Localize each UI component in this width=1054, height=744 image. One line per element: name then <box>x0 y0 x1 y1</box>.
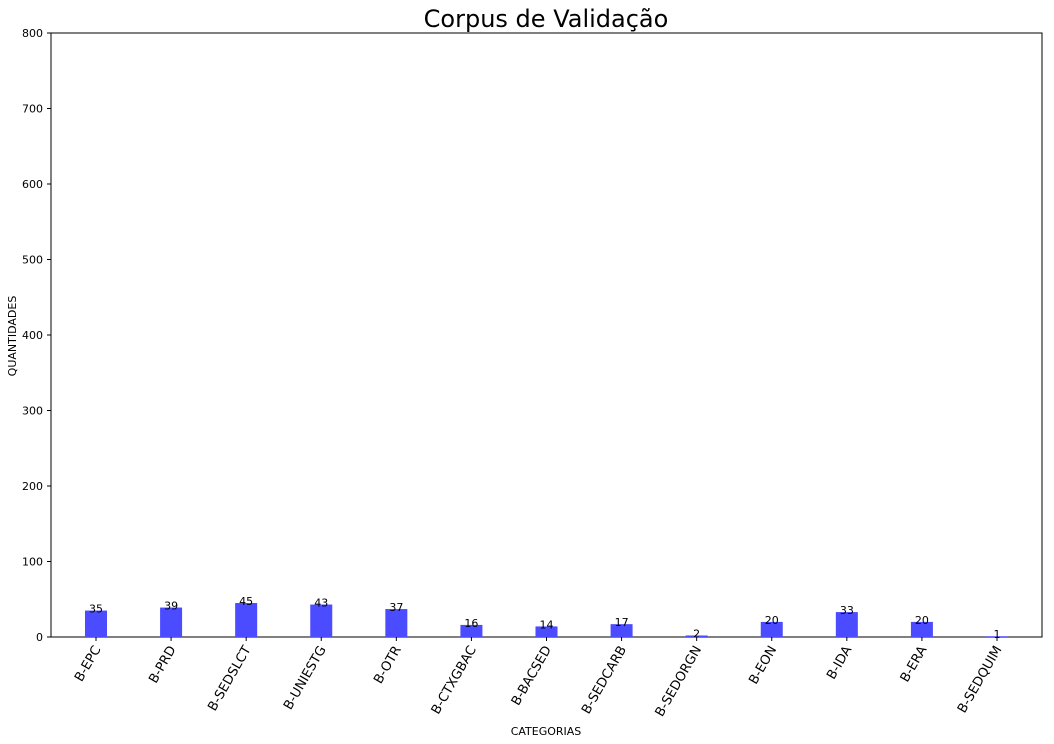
bar <box>310 604 333 637</box>
x-tick-label: B-ERA <box>898 643 931 685</box>
bar <box>610 624 633 637</box>
x-tick-label: B-SEDCARB <box>579 644 630 717</box>
bar <box>535 626 558 637</box>
bar-value-label: 17 <box>615 616 629 629</box>
bar <box>685 635 708 637</box>
bar <box>160 607 183 637</box>
bar <box>460 624 483 637</box>
bar-value-label: 43 <box>314 597 328 610</box>
bar-value-label: 45 <box>239 595 253 608</box>
y-tick-label: 800 <box>22 27 43 40</box>
y-tick-label: 100 <box>22 556 43 569</box>
bar <box>385 609 408 637</box>
y-tick-label: 400 <box>22 329 43 342</box>
bars: 35 39 45 43 37 16 14 17 2 20 33 20 1 <box>85 595 1008 641</box>
x-tick-label: B-EPC <box>72 644 104 685</box>
bar-value-label: 16 <box>464 617 478 630</box>
bar-value-label: 14 <box>540 618 554 631</box>
x-tick-label: B-SEDQUIM <box>955 644 1005 716</box>
y-tick-label: 700 <box>22 103 43 116</box>
bar <box>760 621 783 637</box>
plot-frame <box>50 32 1043 638</box>
x-tick-label: B-EON <box>746 644 780 688</box>
x-tick-label: B-IDA <box>824 643 855 682</box>
x-tick-label: B-UNIESTG <box>281 644 330 713</box>
bar <box>835 612 858 637</box>
y-axis-label: QUANTIDADES <box>6 296 19 377</box>
x-tick-label: B-SEDSLCT <box>205 643 254 713</box>
bar-value-label: 37 <box>389 601 403 614</box>
bar-value-label: 20 <box>915 614 929 627</box>
bar <box>85 610 107 637</box>
y-tick-label: 600 <box>22 178 43 191</box>
x-tick-label: B-PRD <box>146 644 179 687</box>
x-axis-label: CATEGORIAS <box>511 725 582 738</box>
x-axis: B-EPC B-PRD B-SEDSLCT B-UNIESTG B-OTR B-CTXGB… <box>72 637 1005 720</box>
chart-title: Corpus de Validação <box>424 5 669 33</box>
bar-value-label: 20 <box>765 614 779 627</box>
plot-border <box>50 32 1043 638</box>
bar-value-label: 39 <box>164 600 178 613</box>
bar <box>910 621 933 637</box>
bar <box>986 636 1008 637</box>
y-tick-label: 500 <box>22 254 43 267</box>
y-axis: 0 100 200 300 400 500 600 700 800 <box>22 27 51 644</box>
x-tick-label: B-BACSED <box>509 644 555 709</box>
y-tick-label: 0 <box>36 631 43 644</box>
y-tick-label: 300 <box>22 405 43 418</box>
bar-value-label: 2 <box>693 627 700 640</box>
y-tick-label: 200 <box>22 480 43 493</box>
bar-value-label: 33 <box>840 604 854 617</box>
bar-value-label: 35 <box>89 603 103 616</box>
bar <box>235 603 258 637</box>
x-tick-label: B-SEDORGN <box>653 644 706 720</box>
bar-value-label: 1 <box>994 628 1001 641</box>
x-tick-label: B-OTR <box>371 644 405 687</box>
x-tick-label: B-CTXGBAC <box>429 644 480 718</box>
